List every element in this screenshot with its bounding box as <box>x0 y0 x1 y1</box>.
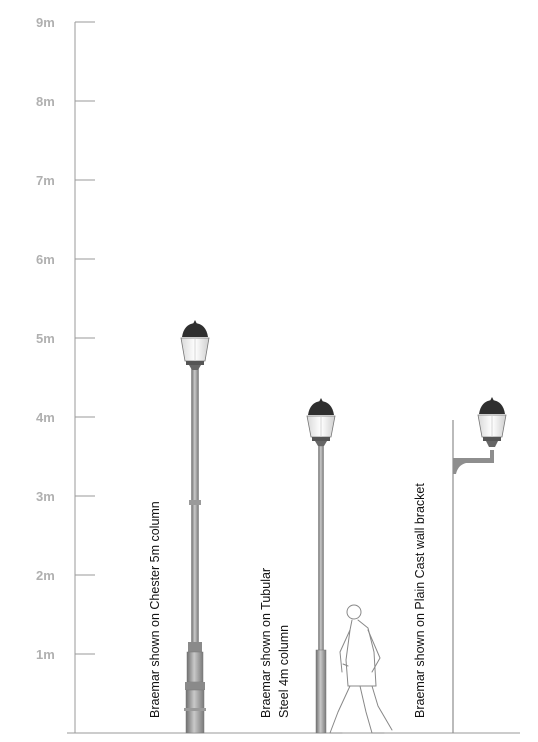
lantern-icon <box>306 398 336 446</box>
scale-label-2m: 2m <box>36 568 55 583</box>
scale-label-6m: 6m <box>36 252 55 267</box>
scale-label-5m: 5m <box>36 331 55 346</box>
scale-label-3m: 3m <box>36 489 55 504</box>
product-caption-wall-bracket: Braemar shown on Plain Cast wall bracket <box>413 483 427 718</box>
wall-bracket <box>452 420 494 733</box>
scale-label-9m: 9m <box>36 15 55 30</box>
scale-label-7m: 7m <box>36 173 55 188</box>
height-scale: 9m 8m 7m 6m 5m 4m 3m 2m 1m <box>36 15 520 734</box>
scale-label-4m: 4m <box>36 410 55 425</box>
lantern-icon <box>477 397 507 447</box>
product-caption-tubular-line1: Braemar shown on Tubular <box>259 568 273 718</box>
product-caption-chester: Braemar shown on Chester 5m column <box>148 501 162 718</box>
product-caption-tubular-line2: Steel 4m column <box>277 625 291 718</box>
pedestrian-icon <box>329 604 393 734</box>
chester-5m-column <box>184 367 206 734</box>
scale-label-8m: 8m <box>36 94 55 109</box>
lantern-icon <box>180 320 210 370</box>
scale-label-1m: 1m <box>36 647 55 662</box>
tubular-steel-4m-column <box>315 445 327 734</box>
